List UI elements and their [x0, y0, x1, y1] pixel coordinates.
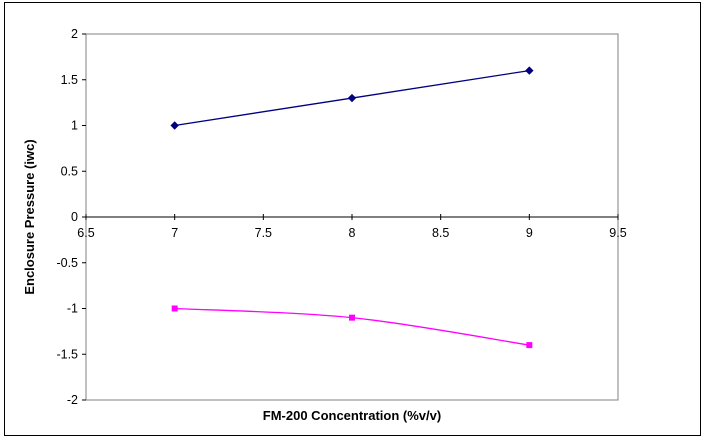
y-tick-label: 1.5: [61, 73, 78, 87]
y-tick-label: 1: [71, 119, 78, 133]
x-tick-label: 8: [349, 226, 356, 240]
x-tick-label: 8.5: [432, 226, 449, 240]
x-tick-label: 7.5: [255, 226, 272, 240]
y-tick-label: 0: [71, 210, 78, 224]
series-1-point: [525, 66, 534, 75]
x-tick-label: 6.5: [77, 226, 94, 240]
y-tick-label: -1: [67, 302, 78, 316]
y-tick-label: -0.5: [56, 256, 78, 270]
series-2-point: [349, 314, 355, 321]
y-axis-title: Enclosure Pressure (iwc): [22, 139, 37, 294]
series-2-point: [171, 305, 178, 312]
y-tick-label: -2: [67, 393, 78, 407]
y-tick-label: 0.5: [61, 164, 78, 178]
x-axis: 6.5 7 7.5 8 8.5 9 9.5: [77, 214, 627, 240]
x-tick-label: 9: [526, 226, 533, 240]
x-axis-title: FM-200 Concentration (%v/v): [263, 408, 441, 423]
y-axis-ticks: 2 1.5 1 0.5 0 -0.5 -1 -1.5 -2: [56, 27, 86, 407]
y-tick-label: 2: [71, 27, 78, 41]
series-layer: [170, 66, 534, 349]
series-1-point: [170, 121, 179, 130]
series-1-point: [347, 93, 357, 103]
x-tick-label: 9.5: [609, 226, 626, 240]
y-tick-label: -1.5: [56, 347, 78, 361]
x-tick-label: 7: [171, 226, 178, 240]
series-2-point: [526, 342, 533, 349]
